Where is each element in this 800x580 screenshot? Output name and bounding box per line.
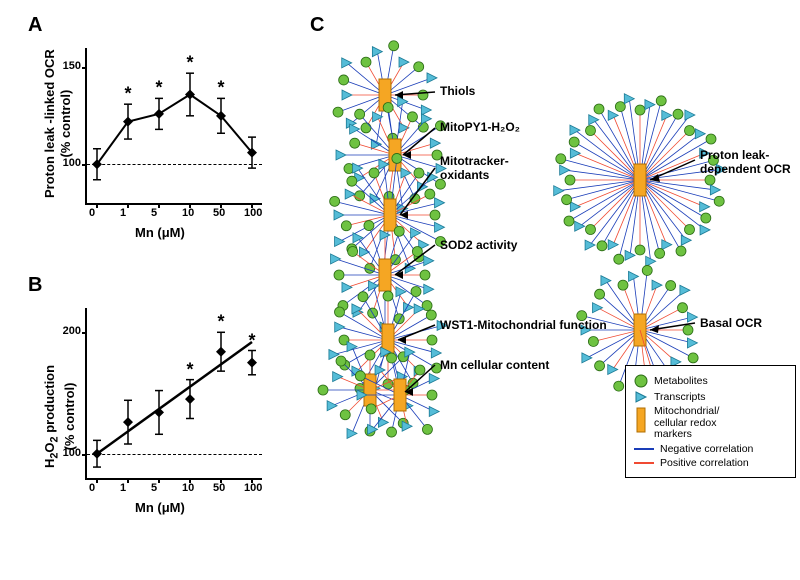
legend-metabolites: Metabolites: [634, 374, 787, 388]
chart-b: 1002000151050100***: [85, 308, 262, 480]
legend-transcripts: Transcripts: [634, 390, 787, 404]
label-basal: Basal OCR: [700, 316, 762, 330]
chart-a-ylabel: Proton leak -linked OCR(% control): [42, 49, 73, 198]
chart-a-svg: [87, 48, 262, 203]
metabolite-icon: [634, 374, 648, 388]
label-mitopy1: MitoPY1-H₂O₂: [440, 120, 520, 134]
legend-pos-text: Positive correlation: [660, 457, 749, 469]
label-sod2: SOD2 activity: [440, 238, 517, 252]
label-mn: Mn cellular content: [440, 358, 549, 372]
panel-label-c: C: [310, 14, 324, 37]
network-legend: Metabolites Transcripts Mitochondrial/ce…: [625, 365, 796, 478]
panel-label-a: A: [28, 14, 42, 37]
legend-transcripts-text: Transcripts: [654, 391, 706, 403]
chart-a-dashed: [87, 164, 262, 165]
hub-icon: [634, 406, 648, 434]
transcript-icon: [634, 390, 648, 404]
network-diagram: [300, 40, 800, 580]
legend-metabolites-text: Metabolites: [654, 375, 708, 387]
legend-hubs-text: Mitochondrial/cellular redoxmarkers: [654, 406, 719, 441]
chart-a-xlabel: Mn (μM): [135, 225, 185, 240]
label-wst1: WST1-Mitochondrial function: [440, 318, 607, 332]
label-thiols: Thiols: [440, 84, 475, 98]
chart-b-ylabel: H2O2 production(% control): [42, 365, 77, 468]
chart-a: 1001500151050100****: [85, 48, 262, 205]
label-mitotracker: Mitotracker-oxidants: [440, 154, 509, 182]
chart-b-svg: [87, 308, 262, 478]
pos-line-icon: [634, 462, 654, 464]
legend-neg-text: Negative correlation: [660, 443, 753, 455]
chart-b-dashed: [87, 454, 262, 455]
legend-pos: Positive correlation: [634, 457, 787, 469]
legend-neg: Negative correlation: [634, 443, 787, 455]
neg-line-icon: [634, 448, 654, 450]
chart-b-xlabel: Mn (μM): [135, 500, 185, 515]
label-proton: Proton leak-dependent OCR: [700, 148, 791, 176]
panel-label-b: B: [28, 274, 42, 297]
legend-hubs: Mitochondrial/cellular redoxmarkers: [634, 406, 787, 441]
